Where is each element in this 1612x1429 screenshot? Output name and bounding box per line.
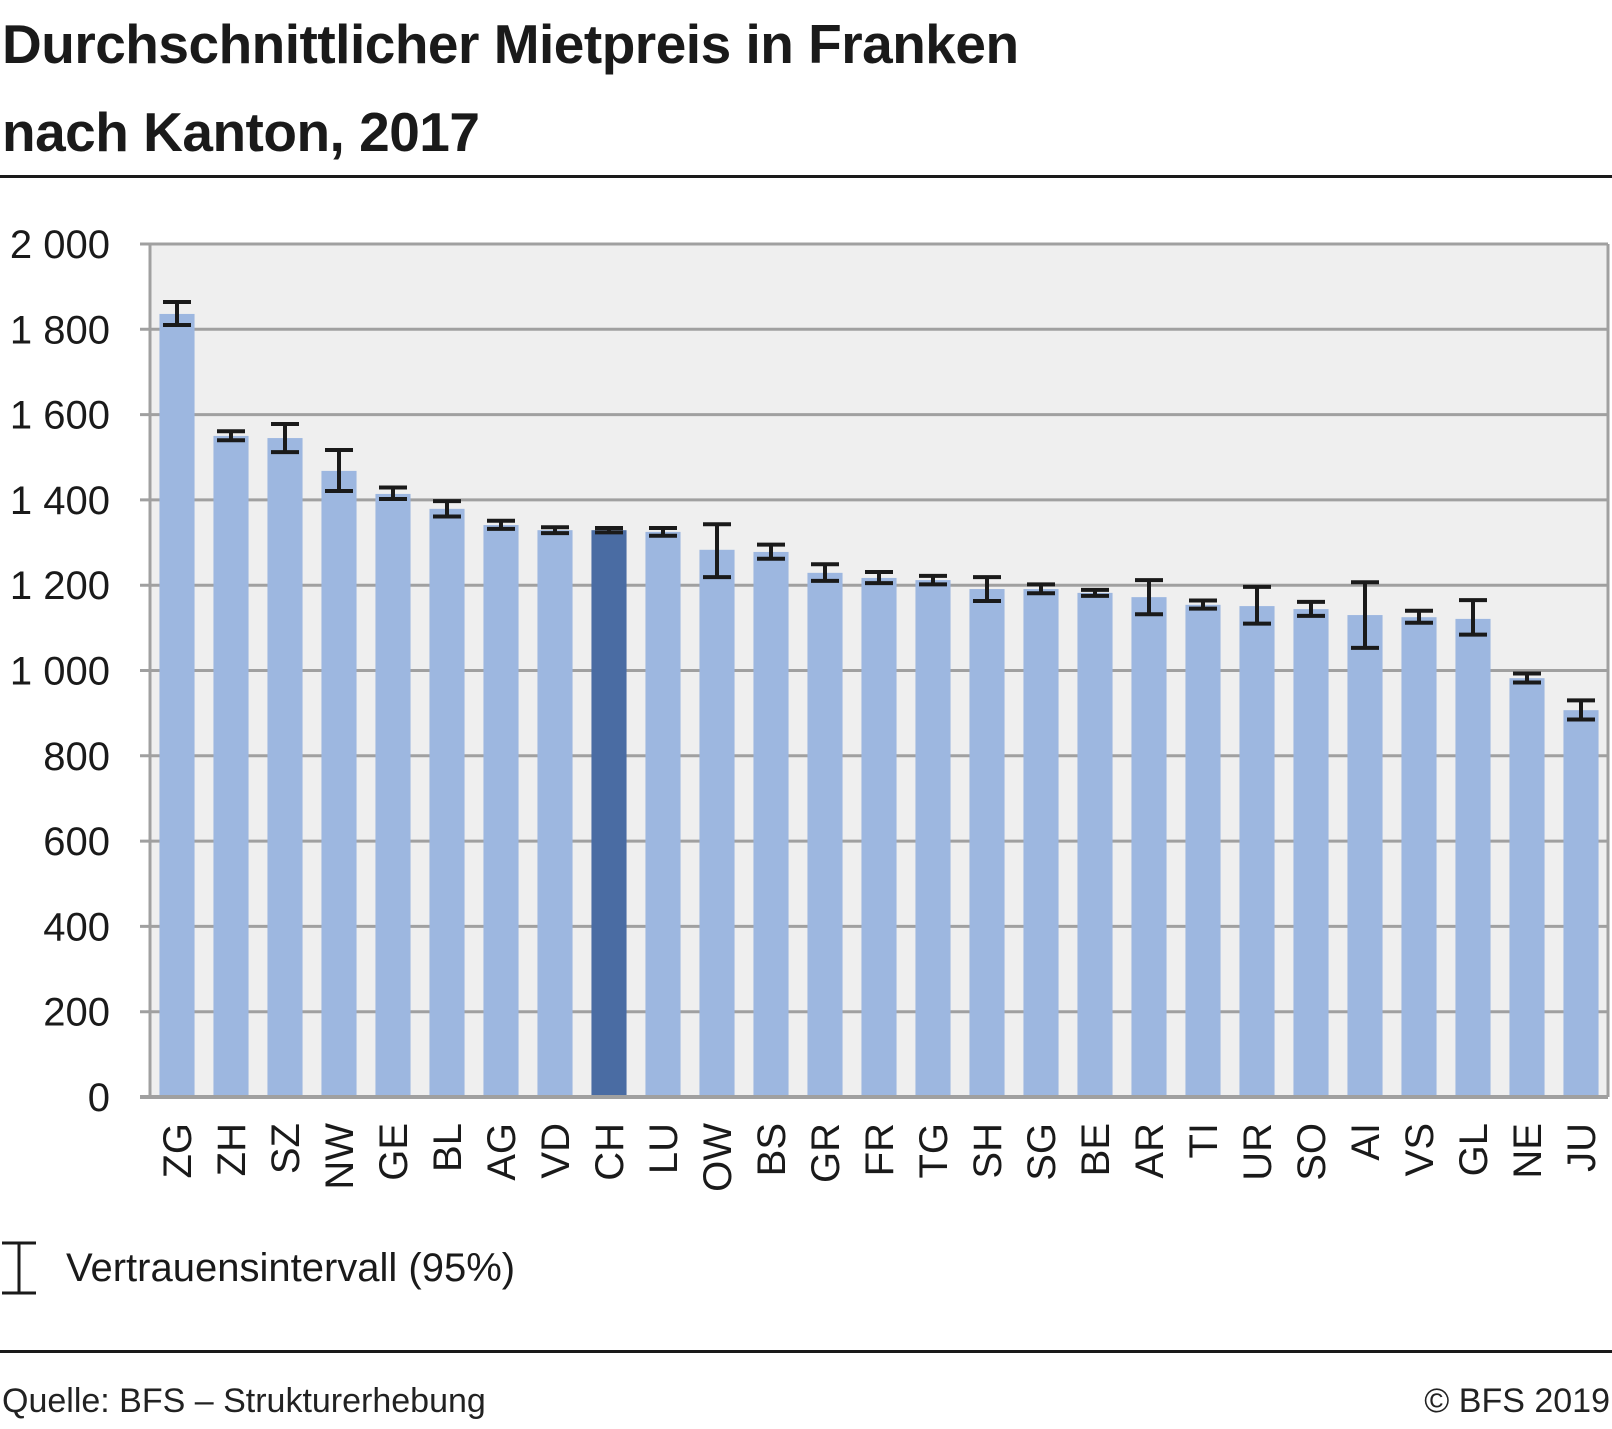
x-tick-label: SG (1020, 1123, 1064, 1181)
bar-sz (267, 438, 303, 1097)
bottom-divider (0, 1350, 1612, 1353)
x-tick-label: TG (912, 1123, 956, 1179)
bar-ur (1239, 606, 1275, 1097)
bar-ag (483, 525, 519, 1097)
x-tick-label: SZ (264, 1123, 308, 1174)
x-tick-label: ZG (156, 1123, 200, 1179)
x-tick-label: VD (534, 1123, 578, 1179)
x-tick-label: LU (642, 1123, 686, 1174)
bar-ne (1509, 678, 1545, 1097)
bar-ge (375, 493, 411, 1098)
bar-sh (969, 589, 1005, 1097)
bar-gr (807, 572, 843, 1097)
x-tick-label: ZH (210, 1123, 254, 1176)
y-tick-label: 200 (43, 991, 110, 1035)
bar-ju (1563, 710, 1599, 1097)
x-tick-label: UR (1236, 1123, 1280, 1181)
x-tick-label: BL (426, 1123, 470, 1172)
y-tick-label: 1 800 (10, 308, 110, 352)
chart-title-line-2: nach Kanton, 2017 (2, 101, 480, 163)
bar-ch (591, 530, 627, 1097)
y-tick-label: 800 (43, 735, 110, 779)
bar-sg (1023, 589, 1059, 1097)
y-tick-label: 1 200 (10, 564, 110, 608)
bar-nw (321, 470, 357, 1097)
error-bar-legend-icon (2, 1241, 36, 1295)
y-tick-label: 400 (43, 905, 110, 949)
x-tick-label: AG (480, 1123, 524, 1181)
bar-be (1077, 592, 1113, 1097)
bar-zh (213, 435, 249, 1097)
bar-zg (159, 313, 195, 1097)
bar-ow (699, 549, 735, 1097)
y-tick-label: 1 600 (10, 394, 110, 438)
y-tick-label: 1 400 (10, 479, 110, 523)
x-tick-label: SH (966, 1123, 1010, 1179)
source-note: Quelle: BFS – Strukturerhebung (2, 1382, 486, 1420)
bar-vd (537, 530, 573, 1097)
bar-chart: 0 200 400 600 800 1 000 1 200 1 400 1 600 1 800 2 … (10, 223, 1610, 1192)
bar-lu (645, 531, 681, 1097)
x-tick-label: GL (1452, 1123, 1496, 1176)
x-tick-label: AI (1344, 1123, 1388, 1161)
x-tick-label: NW (318, 1123, 362, 1190)
x-tick-label: TI (1182, 1123, 1226, 1159)
x-tick-label: AR (1128, 1123, 1172, 1179)
bar-ai (1347, 615, 1383, 1097)
x-tick-label: NE (1506, 1123, 1550, 1179)
chart-title: Durchschnittlicher Mietpreis in Franken … (2, 0, 1019, 176)
x-tick-label: CH (588, 1123, 632, 1181)
bar-fr (861, 577, 897, 1097)
x-tick-label: FR (858, 1123, 902, 1176)
legend: Vertrauensintervall (95%) (0, 1240, 515, 1296)
bar-gl (1455, 618, 1491, 1097)
y-tick-label: 0 (88, 1076, 110, 1120)
bar-tg (915, 580, 951, 1097)
bar-ti (1185, 604, 1221, 1097)
x-tick-label: VS (1398, 1123, 1442, 1176)
bar-vs (1401, 617, 1437, 1097)
x-tick-label: GE (372, 1123, 416, 1181)
x-tick-label: JU (1560, 1123, 1604, 1172)
bar-so (1293, 609, 1329, 1097)
x-tick-label: GR (804, 1123, 848, 1183)
x-tick-label: SO (1290, 1123, 1334, 1181)
chart-title-line-1: Durchschnittlicher Mietpreis in Franken (2, 13, 1019, 75)
bar-ar (1131, 597, 1167, 1097)
y-tick-label: 2 000 (10, 223, 110, 267)
bar-bl (429, 508, 465, 1097)
y-tick-label: 600 (43, 820, 110, 864)
x-tick-label: BE (1074, 1123, 1118, 1176)
bar-bs (753, 551, 789, 1097)
x-tick-label: BS (750, 1123, 794, 1176)
x-tick-label: OW (696, 1123, 740, 1192)
y-tick-label: 1 000 (10, 650, 110, 694)
top-divider (0, 175, 1612, 178)
legend-label: Vertrauensintervall (95%) (66, 1245, 516, 1290)
copyright-note: © BFS 2019 (1424, 1382, 1610, 1420)
